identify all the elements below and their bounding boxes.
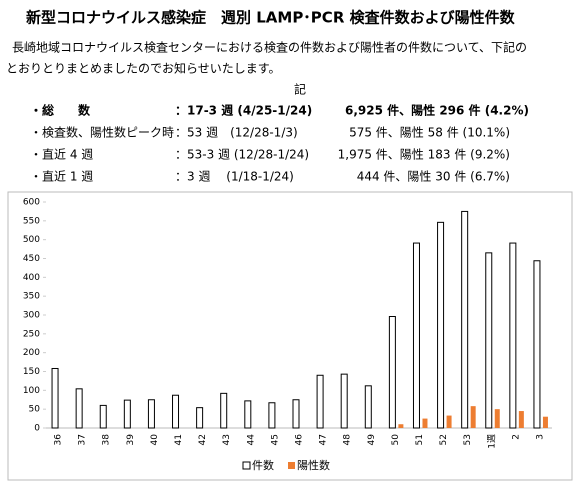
summary-label: ・総 数 <box>30 103 91 118</box>
intro-line: とおりとりまとめましたのでお知らせいたします。 <box>6 62 281 76</box>
legend-swatch <box>242 461 251 470</box>
x-tick-label: 46 <box>295 434 305 446</box>
bar <box>412 242 420 429</box>
bar <box>220 392 228 429</box>
summary-label: ・直近 4 週 <box>30 148 93 162</box>
y-tick-label: 350 <box>23 292 40 302</box>
bar <box>422 418 428 428</box>
legend-label: 陽性数 <box>297 458 330 472</box>
bar <box>437 221 445 429</box>
summary-result: 575 件、陽性 58 件 (10.1%) <box>349 126 510 140</box>
bar <box>316 374 324 429</box>
x-tick-label: 52 <box>439 434 449 445</box>
summary-period: ：53-3 週 (12/28-1/24) <box>175 148 309 162</box>
y-tick-label: 400 <box>23 273 40 283</box>
y-tick-label: 450 <box>23 254 40 264</box>
y-tick-label: 250 <box>23 329 40 339</box>
x-tick-label: 41 <box>174 434 184 445</box>
summary-period: ：3 週 (1/18-1/24) <box>175 170 294 184</box>
x-tick-label: 38 <box>102 434 112 446</box>
bar <box>340 373 348 429</box>
y-tick-label: 600 <box>23 198 40 208</box>
summary: ・総 数 ：17-3 週 (4/25-1/24) 6,925 件、陽性 296 件 … <box>30 103 529 184</box>
bar <box>494 409 500 428</box>
summary-label: ・検査数、陽性数ピーク時 <box>30 125 174 140</box>
bar <box>292 399 300 429</box>
bar <box>172 394 180 429</box>
y-tick-label: 200 <box>23 348 40 358</box>
bar <box>533 260 541 429</box>
bar <box>244 400 252 429</box>
legend-swatch <box>288 462 295 469</box>
bar <box>461 210 469 429</box>
x-tick-label: 1週 <box>486 434 497 449</box>
x-tick-label: 2 <box>511 434 521 440</box>
x-tick-label: 45 <box>270 434 280 445</box>
x-tick-label: 36 <box>54 434 64 446</box>
summary-period: ：53 週 (12/28-1/3) <box>175 126 298 140</box>
x-tick-label: 51 <box>415 434 425 445</box>
x-tick-label: 3 <box>535 434 545 440</box>
note: 記 <box>294 82 306 97</box>
x-tick-label: 39 <box>126 434 136 446</box>
summary-period: ：17-3 週 (4/25-1/24) <box>175 103 312 118</box>
legend-label: 件数 <box>252 459 274 472</box>
y-tick-label: 300 <box>23 311 40 321</box>
bar <box>364 385 372 429</box>
bar <box>398 424 404 428</box>
bar <box>147 399 155 429</box>
bar <box>75 388 83 429</box>
x-tick-label: 42 <box>198 434 208 445</box>
chart-frame <box>7 191 573 481</box>
bar <box>268 402 276 429</box>
x-tick-label: 44 <box>246 434 256 446</box>
y-tick-label: 500 <box>23 235 40 245</box>
bar <box>542 416 548 428</box>
summary-result: 6,925 件、陽性 296 件 (4.2%) <box>345 103 529 118</box>
x-tick-label: 53 <box>463 434 473 445</box>
x-tick-label: 48 <box>343 434 353 446</box>
x-tick-label: 40 <box>150 434 160 446</box>
y-tick-label: 550 <box>23 216 40 226</box>
bar <box>196 407 204 429</box>
bar <box>99 404 107 429</box>
y-tick-label: 150 <box>23 367 40 377</box>
bar <box>518 411 524 428</box>
y-tick-label: 50 <box>29 405 41 415</box>
x-tick-label: 47 <box>319 434 329 445</box>
x-tick-label: 43 <box>222 434 232 445</box>
x-tick-label: 37 <box>78 434 88 445</box>
bar <box>51 367 59 429</box>
x-tick-label: 50 <box>391 434 401 446</box>
bar <box>470 406 476 428</box>
summary-result: 1,975 件、陽性 183 件 (9.2%) <box>338 148 510 162</box>
x-tick-label: 49 <box>367 434 377 446</box>
bar <box>446 415 452 428</box>
bar <box>123 399 131 429</box>
bar <box>509 242 517 429</box>
bar <box>388 316 396 429</box>
title: 新型コロナウイルス感染症 週別 LAMP･PCR 検査件数および陽性件数 <box>26 9 516 27</box>
intro-line: 長崎地域コロナウイルス検査センターにおける検査の件数および陽性者の件数について、… <box>12 40 527 55</box>
summary-result: 444 件、陽性 30 件 (6.7%) <box>357 170 510 184</box>
y-tick-label: 0 <box>34 424 40 434</box>
bar <box>485 252 493 429</box>
summary-label: ・直近 1 週 <box>30 170 93 184</box>
y-tick-label: 100 <box>23 386 40 396</box>
